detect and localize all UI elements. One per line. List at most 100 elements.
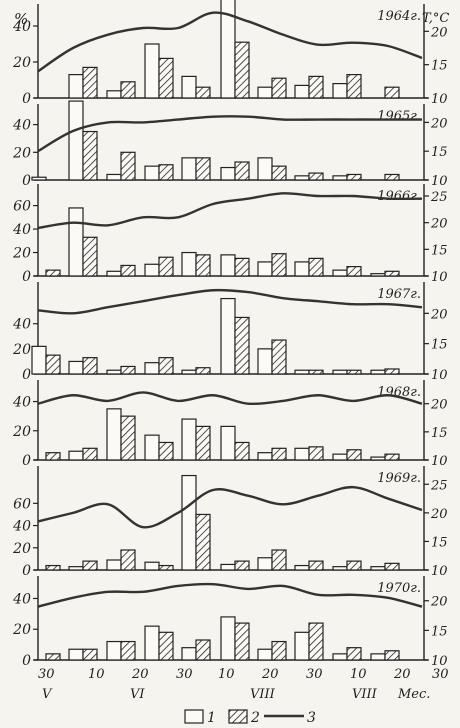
left-tick-label: 40 xyxy=(12,19,31,35)
temperature-curve xyxy=(37,391,423,406)
bar-series-2 xyxy=(234,441,250,461)
right-tick-label: 25 xyxy=(430,190,448,205)
left-tick-label: 0 xyxy=(22,269,31,285)
bar-series-2 xyxy=(271,549,287,571)
right-tick-label: 20 xyxy=(430,595,448,610)
x-tick-label: 30 xyxy=(306,667,323,682)
bar-series-2 xyxy=(195,86,211,99)
left-tick-label: 60 xyxy=(13,496,31,512)
left-tick-label: 20 xyxy=(12,424,31,440)
bar-series-2 xyxy=(234,316,250,375)
bar-series-1 xyxy=(68,566,84,571)
legend: 1 2 3 xyxy=(184,709,316,726)
bar-series-1 xyxy=(257,648,273,661)
right-tick-label: 15 xyxy=(431,535,448,550)
temperature-curve xyxy=(37,485,423,529)
bar-series-2 xyxy=(120,415,136,461)
bar-series-1 xyxy=(370,456,386,461)
x-tick-label: 10 xyxy=(218,667,235,682)
legend-label-3: 3 xyxy=(307,710,316,726)
bar-series-2 xyxy=(271,339,287,375)
left-tick-label: 20 xyxy=(12,541,31,557)
left-tick-label: 0 xyxy=(22,453,31,469)
bar-series-1 xyxy=(181,647,197,661)
bar-series-1 xyxy=(68,450,84,461)
right-tick-label: 10 xyxy=(431,174,448,189)
x-tick-label: 20 xyxy=(393,667,411,682)
month-label: VIII xyxy=(250,687,276,702)
bar-series-1 xyxy=(370,273,386,277)
bar-series-1 xyxy=(220,616,236,661)
bar-series-2 xyxy=(45,564,61,571)
bar-series-2 xyxy=(158,57,174,99)
bar-series-2 xyxy=(158,256,174,277)
bar-series-1 xyxy=(294,175,310,181)
bar-series-2 xyxy=(384,270,400,277)
bar-series-2 xyxy=(120,365,136,375)
bar-series-2 xyxy=(346,369,362,375)
panels: 0 20 40 10 15 20 1964г. 0 20 40 10 15 20 1965г. 0 20 40 6… xyxy=(12,0,448,669)
left-tick-label: 0 xyxy=(22,563,31,579)
right-tick-label: 10 xyxy=(431,564,448,579)
bar-series-2 xyxy=(308,75,324,99)
bar-series-2 xyxy=(271,640,287,661)
right-tick-label: 20 xyxy=(430,217,448,232)
bar-series-1 xyxy=(106,559,122,571)
bar-series-2 xyxy=(234,161,250,181)
bar-series-2 xyxy=(384,86,400,99)
left-tick-label: 20 xyxy=(12,622,31,638)
legend-swatch-2 xyxy=(228,709,248,724)
bar-series-1 xyxy=(294,261,310,277)
x-tick-label: 10 xyxy=(350,667,367,682)
bar-series-2 xyxy=(234,41,250,99)
bar-series-1 xyxy=(220,254,236,277)
bar-series-1 xyxy=(181,474,197,571)
bar-series-2 xyxy=(82,130,98,181)
bar-series-2 xyxy=(308,622,324,661)
bar-series-2 xyxy=(384,368,400,375)
x-tick-label: 30 xyxy=(176,667,193,682)
bar-series-1 xyxy=(220,166,236,181)
bar-series-2 xyxy=(271,447,287,461)
bar-series-2 xyxy=(82,560,98,571)
bar-series-1 xyxy=(106,173,122,181)
right-tick-label: 15 xyxy=(431,624,448,639)
bar-series-2 xyxy=(158,441,174,461)
right-tick-label: 15 xyxy=(431,59,448,74)
bar-series-1 xyxy=(332,653,348,661)
bar-series-2 xyxy=(82,357,98,375)
panel-title: 1970г. xyxy=(377,581,421,596)
bar-series-1 xyxy=(294,369,310,375)
bar-series-1 xyxy=(181,75,197,99)
temperature-curve xyxy=(37,288,423,315)
bar-series-2 xyxy=(120,264,136,277)
bar-series-2 xyxy=(384,453,400,461)
bar-series-2 xyxy=(234,622,250,661)
right-tick-label: 20 xyxy=(430,25,448,40)
bar-series-2 xyxy=(158,631,174,661)
bar-series-2 xyxy=(120,151,136,181)
panel-title: 1964г. xyxy=(377,9,421,24)
bar-series-1 xyxy=(144,165,160,181)
bar-series-2 xyxy=(308,560,324,571)
right-tick-label: 25 xyxy=(430,478,448,493)
month-label: VIII xyxy=(352,687,378,702)
bar-series-2 xyxy=(45,452,61,461)
bar-series-1 xyxy=(332,369,348,375)
left-tick-label: 0 xyxy=(22,653,31,669)
bar-series-1 xyxy=(144,362,160,375)
bar-series-1 xyxy=(332,82,348,99)
legend-label-2: 2 xyxy=(250,710,260,726)
left-tick-label: 40 xyxy=(12,317,31,333)
right-tick-label: 20 xyxy=(430,507,448,522)
bar-series-1 xyxy=(294,564,310,571)
bar-series-1 xyxy=(144,263,160,277)
panel-6: 0 20 40 10 15 20 1970г. xyxy=(12,576,448,669)
left-tick-label: 20 xyxy=(12,55,31,71)
bar-series-1 xyxy=(31,345,47,375)
bar-series-1 xyxy=(144,434,160,461)
right-tick-label: 10 xyxy=(431,270,448,285)
x-tick-label: 20 xyxy=(131,667,149,682)
x-tick-label: 30 xyxy=(432,667,449,682)
